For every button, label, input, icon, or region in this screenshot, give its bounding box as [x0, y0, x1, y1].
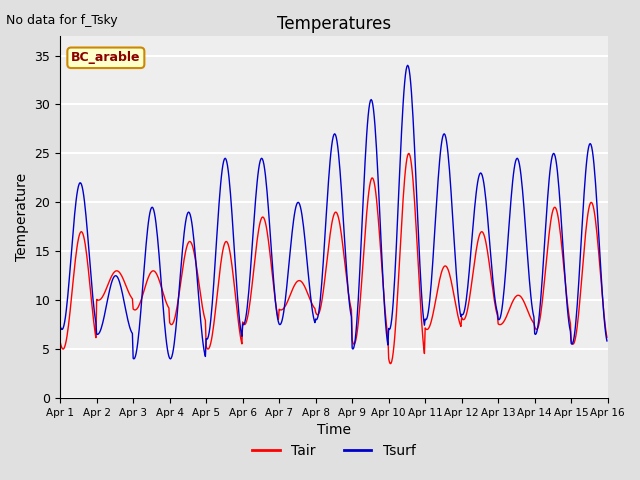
Tair	[207, 340, 214, 346]
Line: Tsurf: Tsurf	[60, 65, 607, 359]
Line: Tair: Tair	[60, 154, 607, 364]
Title: Temperatures: Temperatures	[277, 15, 391, 33]
Tsurf	[603, 338, 611, 344]
Tsurf	[166, 356, 174, 362]
Tair	[66, 309, 74, 314]
X-axis label: Time: Time	[317, 423, 351, 437]
Y-axis label: Temperature: Temperature	[15, 173, 29, 261]
Tair	[401, 176, 408, 181]
Tsurf	[56, 323, 64, 329]
Tair	[178, 272, 186, 277]
Tsurf	[404, 62, 412, 68]
Legend: Tair, Tsurf: Tair, Tsurf	[247, 438, 421, 464]
Tair	[56, 339, 64, 345]
Tsurf	[122, 310, 130, 316]
Tair	[387, 361, 394, 367]
Tair	[417, 315, 425, 321]
Tair	[603, 335, 611, 340]
Text: No data for f_Tsky: No data for f_Tsky	[6, 14, 118, 27]
Text: BC_arable: BC_arable	[71, 51, 141, 64]
Tsurf	[179, 246, 186, 252]
Tair	[404, 151, 412, 156]
Tsurf	[207, 310, 215, 315]
Tsurf	[417, 288, 425, 294]
Tsurf	[66, 266, 74, 272]
Tsurf	[401, 80, 408, 85]
Tair	[122, 284, 130, 289]
